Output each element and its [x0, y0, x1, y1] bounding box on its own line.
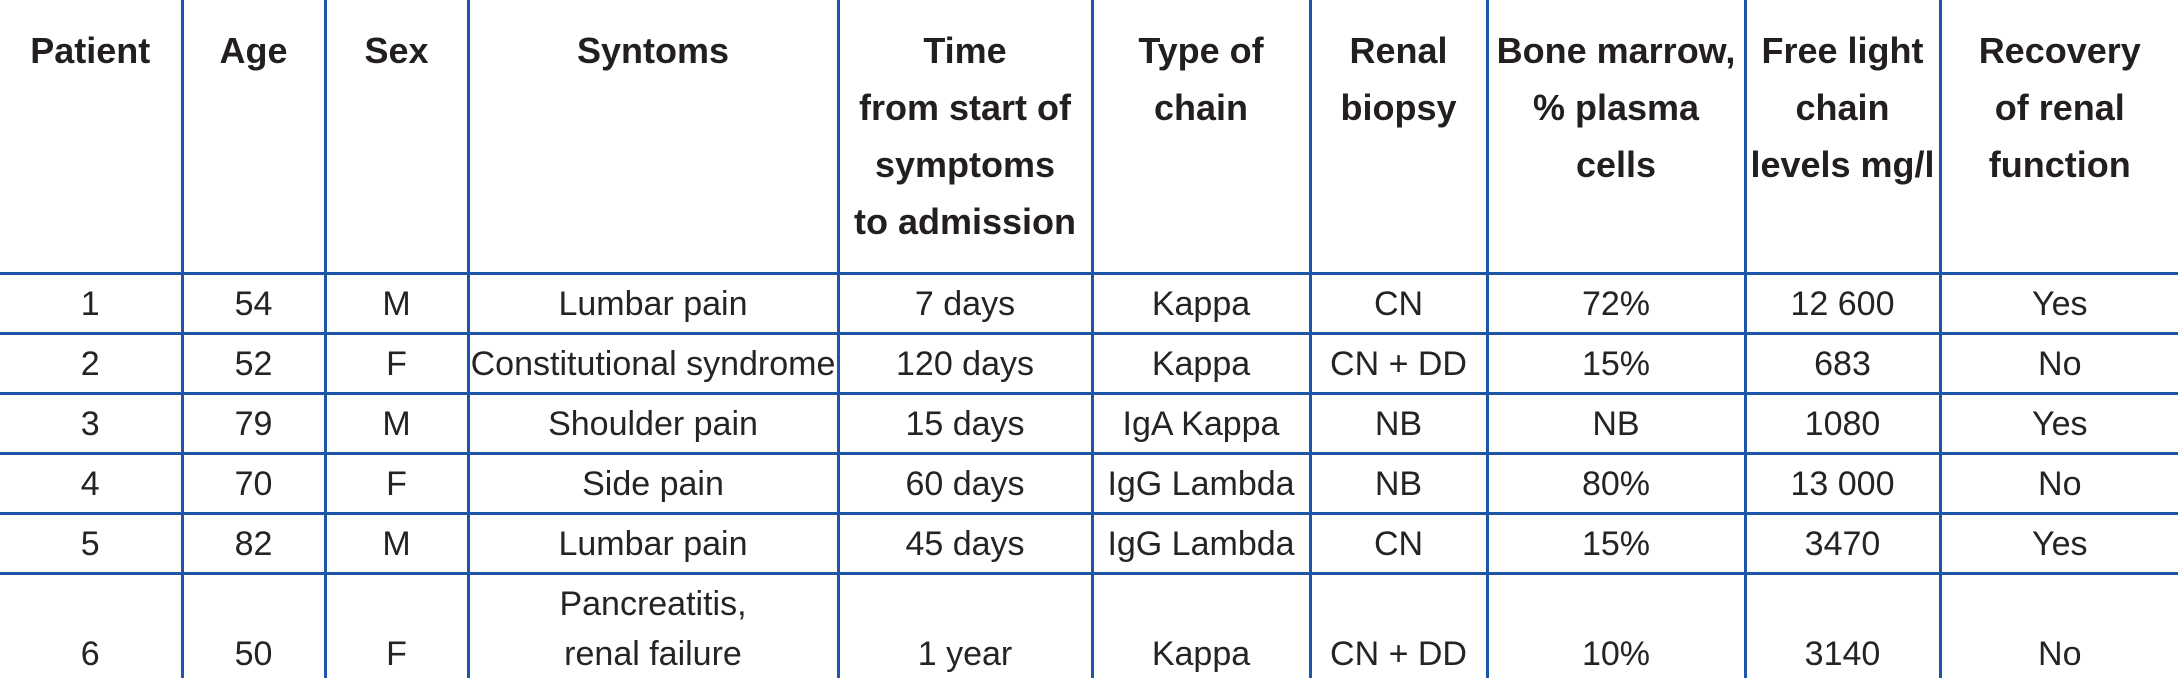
- table-cell: M: [323, 513, 468, 574]
- table-cell: 82: [180, 513, 325, 574]
- table-cell: 6: [80, 635, 100, 673]
- table-row: 4 70 F Side pain 60 days IgG Lambda NB 8…: [0, 453, 2178, 514]
- table-cell: 72%: [1485, 273, 1745, 334]
- table-cell: IgG Lambda: [1090, 513, 1310, 574]
- table-cell: IgA Kappa: [1090, 393, 1310, 454]
- table-row: 2 52 F Constitutional syndrome 120 days …: [0, 333, 2178, 394]
- header-row: Patient Age Sex Syntoms Time from start …: [0, 0, 2178, 274]
- col-header-age: Age: [180, 0, 325, 274]
- table-cell: 60 days: [836, 453, 1092, 514]
- table-cell: Kappa: [1090, 573, 1310, 678]
- col-header-time-to-admission: Time from start of symptoms to admission: [836, 0, 1092, 274]
- col-header-renal-biopsy: Renal biopsy: [1308, 0, 1487, 274]
- table-cell: 7 days: [836, 273, 1092, 334]
- table-cell: 683: [1743, 333, 1940, 394]
- col-header-sex: Sex: [323, 0, 468, 274]
- table-cell: Lumbar pain: [466, 273, 838, 334]
- table-cell: Shoulder pain: [466, 393, 838, 454]
- table-cell: CN + DD: [1308, 573, 1487, 678]
- table-cell: 10%: [1485, 573, 1745, 678]
- table-body: 1 54 M Lumbar pain 7 days Kappa CN 72% 1…: [0, 273, 2178, 678]
- table-cell: Side pain: [466, 453, 838, 514]
- table-cell: Constitutional syndrome: [466, 333, 838, 394]
- table-cell: 54: [180, 273, 325, 334]
- table-cell: CN: [1308, 273, 1487, 334]
- table-cell: NB: [1308, 393, 1487, 454]
- table-cell: F: [323, 453, 468, 514]
- table-cell: 5: [80, 524, 100, 563]
- table-cell: 52: [180, 333, 325, 394]
- table-cell: 15%: [1485, 333, 1745, 394]
- table-cell: 2: [80, 344, 100, 383]
- table-cell: 80%: [1485, 453, 1745, 514]
- col-header-bone-marrow: Bone marrow, % plasma cells: [1485, 0, 1745, 274]
- table-cell: 120 days: [836, 333, 1092, 394]
- table-cell: CN: [1308, 513, 1487, 574]
- table-cell: Pancreatitis, renal failure: [466, 573, 838, 678]
- table-cell: 79: [180, 393, 325, 454]
- table-cell: 15%: [1485, 513, 1745, 574]
- table-cell: 1: [80, 284, 100, 323]
- table-cell: Yes: [1938, 273, 2178, 334]
- table-cell: No: [1938, 453, 2178, 514]
- table-header: Patient Age Sex Syntoms Time from start …: [0, 0, 2178, 274]
- table-cell: 12 600: [1743, 273, 1940, 334]
- table-cell: IgG Lambda: [1090, 453, 1310, 514]
- table-cell: 1 year: [836, 573, 1092, 678]
- table-row: 3 79 M Shoulder pain 15 days IgA Kappa N…: [0, 393, 2178, 454]
- table-cell: 4: [80, 464, 100, 503]
- table-row: 6 50 F Pancreatitis, renal failure 1 yea…: [0, 573, 2178, 678]
- table-cell: Kappa: [1090, 333, 1310, 394]
- table-cell: 13 000: [1743, 453, 1940, 514]
- table-cell: F: [323, 573, 468, 678]
- table-cell: Lumbar pain: [466, 513, 838, 574]
- col-header-free-light-chain: Free light chain levels mg/l: [1743, 0, 1940, 274]
- table-cell: 1080: [1743, 393, 1940, 454]
- table-cell: 50: [180, 573, 325, 678]
- table-cell: 3: [80, 404, 100, 443]
- table-cell: CN + DD: [1308, 333, 1487, 394]
- col-header-symptoms: Syntoms: [466, 0, 838, 274]
- table-row: 1 54 M Lumbar pain 7 days Kappa CN 72% 1…: [0, 273, 2178, 334]
- col-header-type-of-chain: Type of chain: [1090, 0, 1310, 274]
- table-cell: 45 days: [836, 513, 1092, 574]
- table-cell: M: [323, 273, 468, 334]
- table-cell: 3470: [1743, 513, 1940, 574]
- table-cell: Yes: [1938, 513, 2178, 574]
- table-cell: NB: [1308, 453, 1487, 514]
- table-cell: 3140: [1743, 573, 1940, 678]
- table-cell: NB: [1485, 393, 1745, 454]
- table-cell: No: [1938, 333, 2178, 394]
- table-cell: Kappa: [1090, 273, 1310, 334]
- col-header-patient: Patient: [30, 30, 151, 71]
- table-cell: No: [1938, 573, 2178, 678]
- table-row: 5 82 M Lumbar pain 45 days IgG Lambda CN…: [0, 513, 2178, 574]
- col-header-recovery: Recovery of renal function: [1938, 0, 2178, 274]
- table-cell: F: [323, 333, 468, 394]
- table-cell: M: [323, 393, 468, 454]
- table-cell: Yes: [1938, 393, 2178, 454]
- table-cell: 15 days: [836, 393, 1092, 454]
- table-cell: 70: [180, 453, 325, 514]
